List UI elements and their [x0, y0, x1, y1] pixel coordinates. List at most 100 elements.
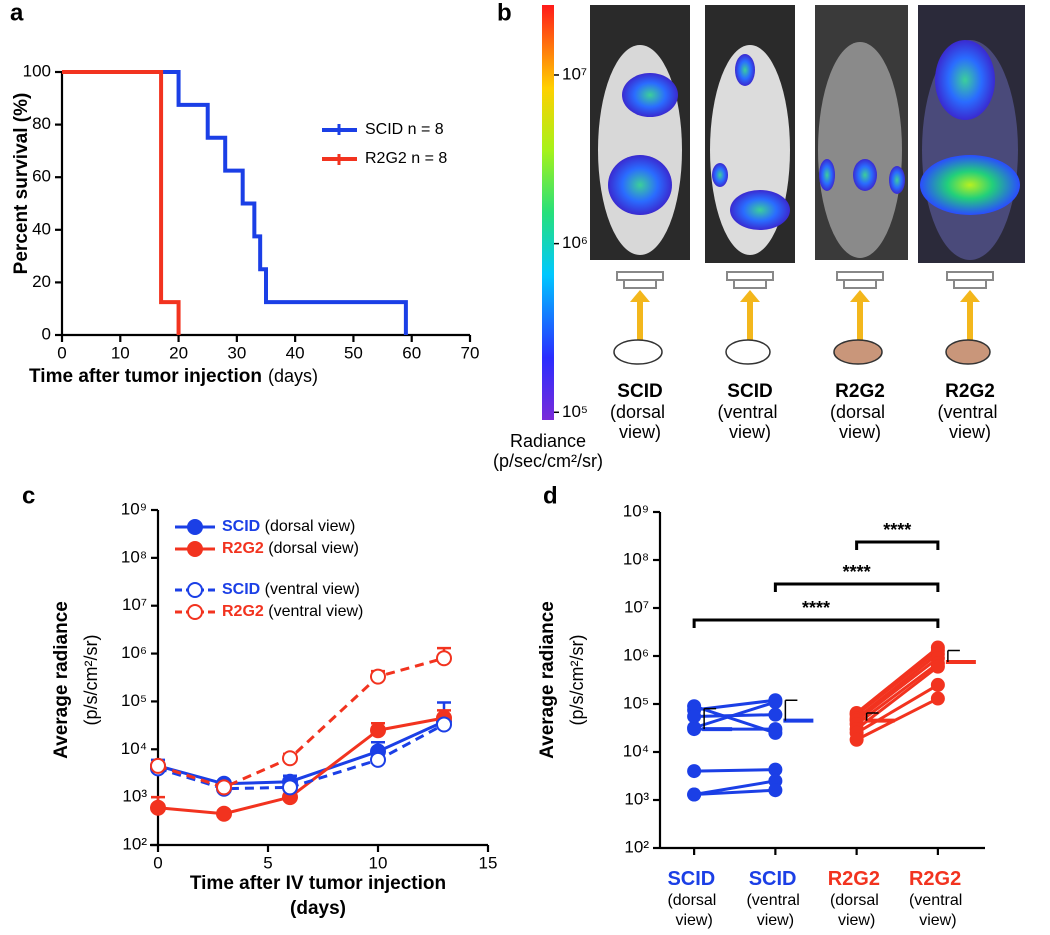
legend-marker	[187, 519, 203, 535]
mouse-icons	[613, 339, 991, 365]
y-axis-units: (p/s/cm²/sr)	[81, 635, 101, 726]
y-tick-label: 10⁷	[624, 597, 649, 616]
x-tick-label: 30	[227, 343, 246, 362]
legend-marker	[187, 582, 203, 598]
significance-label: ****	[843, 562, 871, 582]
data-point	[687, 787, 702, 802]
error-bar	[865, 712, 879, 721]
pair-line	[855, 683, 939, 735]
data-point	[687, 709, 702, 724]
data-point	[370, 722, 386, 739]
data-point	[282, 779, 298, 796]
x-tick-label: 40	[286, 343, 305, 362]
data-point	[930, 691, 945, 706]
significance-label: ****	[883, 520, 911, 540]
data-point	[150, 799, 166, 816]
colorbar-tick-label: 10⁵	[562, 402, 588, 421]
panel-label: d	[543, 482, 558, 509]
data-point	[216, 779, 232, 796]
image-strain: R2G2	[945, 381, 995, 402]
y-tick-label: 10³	[122, 787, 147, 806]
x-tick-label: 10	[369, 853, 388, 872]
survival-curve	[62, 70, 408, 335]
panel-label: a	[10, 0, 24, 26]
arrows	[630, 290, 980, 345]
x-tick-label: 10	[111, 343, 130, 362]
data-point	[687, 722, 702, 737]
series-line	[157, 720, 445, 786]
y-axis-units: (p/s/cm²/sr)	[567, 635, 587, 726]
legend-label: SCID (ventral view)	[222, 581, 360, 598]
x-tick-label: 70	[461, 343, 480, 362]
significance-bracket	[855, 540, 940, 550]
colorbar	[542, 5, 554, 420]
x-tick-label: R2G2 (ventral view)	[909, 868, 967, 929]
pair-line	[694, 768, 776, 773]
x-tick-label: SCID (ventral view)	[746, 868, 804, 929]
legend-label: R2G2 n = 8	[365, 150, 447, 167]
colorbar-tick-label: 10⁶	[562, 233, 588, 252]
y-tick-label: 10⁴	[623, 741, 649, 760]
data-point	[768, 762, 783, 777]
pair-line	[855, 657, 939, 722]
y-tick-label: 10⁶	[623, 645, 649, 664]
data-point	[930, 659, 945, 674]
significance-bracket	[692, 618, 940, 628]
y-tick-label: 10⁸	[623, 549, 649, 568]
y-tick-label: 10⁵	[121, 691, 147, 710]
data-point	[150, 757, 166, 774]
colorbar-tick-label: 10⁷	[562, 64, 587, 83]
data-point	[216, 805, 232, 822]
y-tick-label: 0	[42, 324, 51, 343]
data-point	[768, 707, 783, 722]
image-strain: R2G2	[835, 381, 885, 402]
y-tick-label: 10²	[624, 837, 649, 856]
data-point	[436, 650, 452, 667]
legend-label: R2G2 (ventral view)	[222, 603, 363, 620]
legend-marker	[187, 541, 203, 557]
data-point	[687, 764, 702, 779]
y-tick-label: 60	[32, 167, 51, 186]
y-tick-label: 10³	[624, 789, 649, 808]
pair-line	[693, 779, 776, 797]
significance-bracket	[773, 582, 940, 592]
data-point	[370, 751, 386, 768]
y-tick-label: 20	[32, 272, 51, 291]
x-tick-label: 0	[153, 853, 162, 872]
data-point	[768, 722, 783, 737]
legend-marker	[187, 604, 203, 620]
x-tick-label: R2G2 (dorsal view)	[828, 868, 886, 929]
y-tick-label: 10⁶	[121, 643, 147, 662]
image-view: (dorsal view)	[830, 402, 890, 442]
x-tick-label: 0	[57, 343, 66, 362]
pair-line	[855, 697, 939, 742]
colorbar-label: Radiance	[510, 431, 586, 451]
y-axis-label: Average radiance	[537, 601, 558, 759]
x-tick-label: 50	[344, 343, 363, 362]
y-tick-label: 10⁷	[122, 595, 147, 614]
error-bar	[784, 699, 798, 721]
image-view: (ventral view)	[717, 402, 782, 442]
y-tick-label: 100	[23, 61, 51, 80]
data-point	[849, 732, 864, 747]
series-line	[157, 656, 445, 789]
panel-label: c	[22, 482, 35, 509]
significance-label: ****	[802, 598, 830, 618]
mouse-images	[590, 5, 1025, 263]
legend-label: SCID n = 8	[365, 121, 444, 138]
image-view: (ventral view)	[937, 402, 1002, 442]
x-tick-label: SCID (dorsal view)	[667, 868, 720, 929]
series-line	[157, 716, 445, 816]
imaging-icons	[616, 271, 994, 289]
x-tick-label: 5	[263, 853, 272, 872]
error-bar	[703, 707, 717, 730]
y-tick-label: 40	[32, 219, 51, 238]
pair-line	[855, 662, 939, 726]
panel-label: b	[497, 0, 512, 26]
data-point	[282, 750, 298, 767]
error-bar	[947, 649, 960, 662]
y-tick-label: 10⁸	[121, 547, 147, 566]
data-point	[370, 668, 386, 685]
